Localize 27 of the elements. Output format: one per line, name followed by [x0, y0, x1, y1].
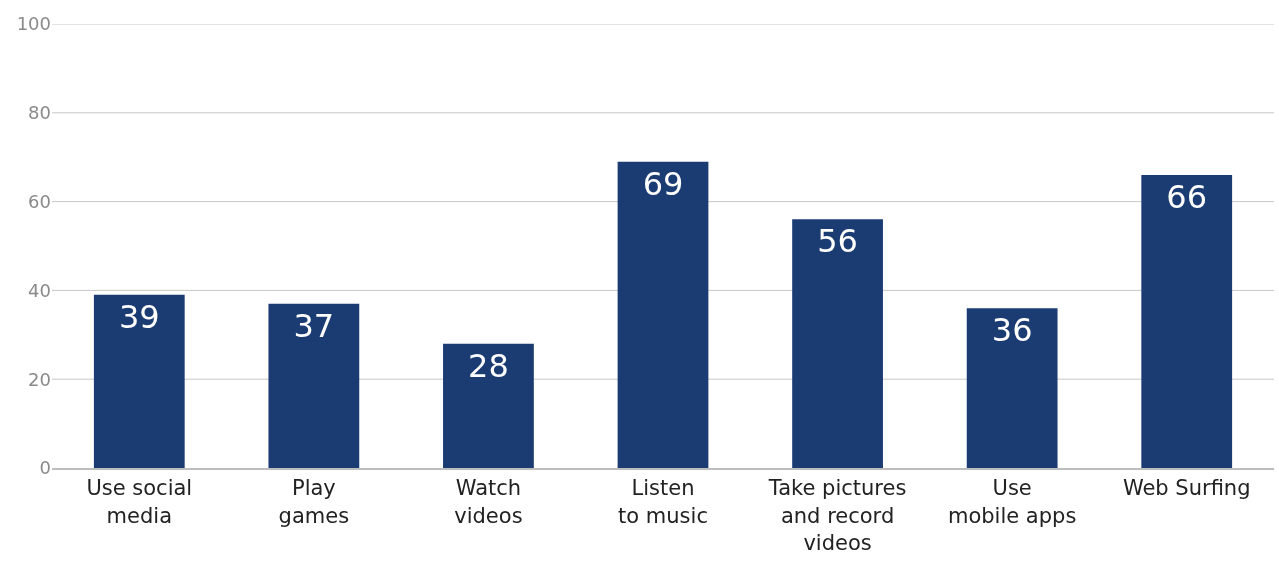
bar: [1141, 174, 1233, 468]
bar: [268, 303, 360, 468]
bar: [443, 343, 534, 468]
bar: [792, 219, 883, 468]
x-tick-label: Web Surfing: [1122, 476, 1251, 501]
x-tick-label: Play games: [278, 476, 350, 528]
data-label: 56: [817, 222, 858, 261]
data-label: 36: [991, 311, 1033, 350]
x-tick-label: Use mobile apps: [947, 476, 1077, 528]
x-tick-label: Listen to music: [618, 476, 708, 528]
x-tick-label: Take pictures and record videos: [767, 476, 907, 555]
y-tick-label: 20: [28, 368, 51, 390]
data-label: 69: [642, 164, 684, 203]
data-label: 39: [118, 297, 160, 336]
y-tick-label: 60: [28, 190, 51, 212]
y-tick-label: 0: [39, 457, 51, 479]
x-tick-label: Use social media: [86, 476, 193, 528]
data-label: 66: [1166, 177, 1208, 216]
data-label: 28: [468, 346, 509, 385]
bar: [93, 294, 185, 468]
y-tick-label: 100: [16, 13, 51, 35]
y-tick-label: 80: [28, 102, 51, 124]
bar: [966, 308, 1058, 468]
bar: [617, 161, 709, 468]
data-label: 37: [293, 306, 335, 345]
y-tick-label: 40: [28, 279, 51, 301]
x-tick-label: Watch videos: [454, 476, 523, 528]
